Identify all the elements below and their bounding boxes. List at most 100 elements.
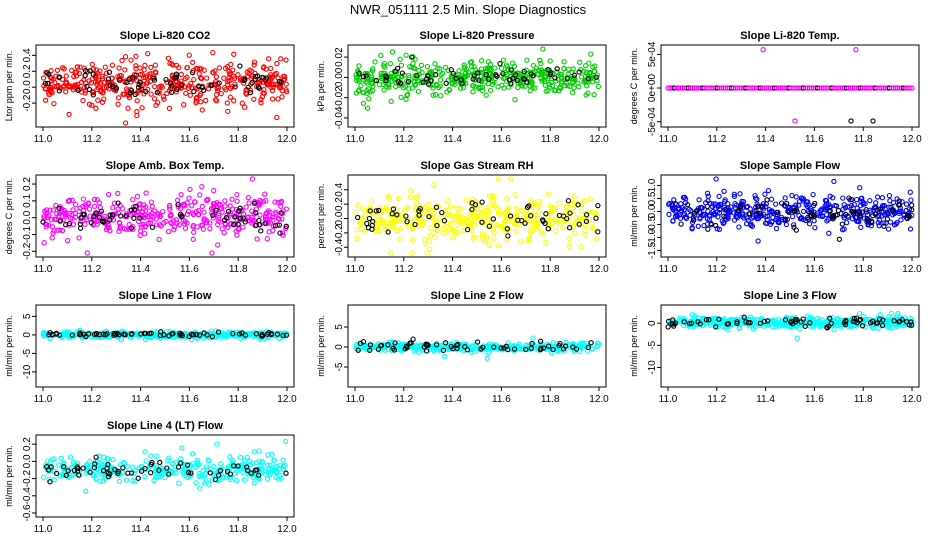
data-point — [455, 213, 462, 220]
data-point — [199, 473, 206, 479]
data-point — [844, 219, 850, 226]
data-point — [858, 198, 864, 204]
data-point — [857, 209, 863, 216]
data-point — [373, 208, 379, 214]
data-point — [262, 471, 269, 477]
data-point — [483, 65, 489, 72]
data-point — [157, 332, 164, 339]
data-point — [105, 191, 112, 198]
data-point — [219, 226, 225, 232]
data-point — [882, 322, 889, 328]
data-point — [271, 81, 277, 87]
data-point — [92, 75, 99, 81]
data-point — [545, 343, 552, 349]
data-point — [593, 74, 599, 80]
x-tick-label: 11.0 — [34, 264, 53, 275]
data-point — [219, 474, 226, 480]
data-point — [876, 208, 882, 215]
data-point — [796, 202, 802, 208]
data-point — [400, 210, 406, 217]
data-point — [907, 189, 913, 195]
data-point — [513, 205, 520, 212]
panel-3: Slope Li-820 Temp. 11.0 11.2 11.4 11.6 11.8 12… — [629, 30, 922, 145]
data-point — [424, 341, 431, 348]
data-point — [398, 73, 405, 80]
data-point — [389, 211, 395, 217]
data-point — [184, 74, 190, 80]
data-point — [87, 68, 93, 74]
data-point — [382, 64, 388, 70]
data-point — [468, 209, 474, 215]
panel-title: Slope Line 2 Flow — [431, 290, 524, 302]
data-point — [520, 76, 527, 82]
data-point — [194, 331, 200, 338]
data-point — [138, 224, 144, 230]
data-point — [486, 193, 493, 199]
y-axis-label: ml/min per min. — [4, 315, 14, 377]
data-point — [538, 345, 544, 351]
data-point — [385, 194, 391, 200]
x-tick-label: 11.4 — [131, 134, 150, 145]
data-point — [790, 222, 797, 228]
data-point — [547, 58, 553, 64]
data-point — [251, 96, 257, 102]
data-point — [358, 226, 365, 232]
data-point — [121, 226, 128, 232]
data-point — [681, 319, 687, 325]
data-point — [449, 73, 455, 79]
data-point — [174, 220, 180, 226]
data-point — [203, 464, 210, 470]
data-point — [236, 208, 242, 214]
data-point — [148, 330, 154, 336]
data-point — [70, 84, 76, 90]
data-point — [279, 216, 285, 222]
panel-title: Slope Li-820 CO2 — [120, 30, 210, 42]
data-point — [408, 188, 414, 194]
data-point — [129, 331, 135, 337]
data-point — [104, 331, 110, 337]
panel-2: Slope Li-820 Pressure 11.0 11.2 11.4 11.6 11.… — [316, 30, 609, 145]
data-point — [370, 211, 377, 217]
y-tick-label: -10 — [22, 364, 33, 379]
data-point — [175, 201, 181, 208]
data-point — [579, 215, 586, 222]
data-points — [40, 327, 290, 343]
data-point — [125, 470, 131, 476]
data-point — [529, 221, 535, 227]
data-point — [670, 218, 676, 224]
data-point — [244, 454, 250, 460]
data-point — [388, 71, 394, 77]
data-point — [148, 91, 154, 97]
data-point — [434, 227, 441, 234]
data-point — [227, 471, 234, 477]
y-tick-label: 5 — [334, 324, 345, 330]
data-point — [264, 476, 271, 482]
data-point — [569, 89, 576, 96]
data-point — [128, 207, 135, 213]
y-tick-label: 0.4 — [22, 48, 33, 62]
data-point — [247, 458, 253, 465]
x-tick-label: 11.2 — [394, 394, 413, 405]
data-point — [465, 69, 472, 76]
data-point — [594, 77, 600, 84]
data-point — [356, 63, 362, 69]
data-point — [134, 98, 140, 104]
data-point — [538, 229, 544, 235]
y-tick-label: 0.2 — [22, 177, 33, 191]
data-point — [218, 461, 224, 467]
data-point — [491, 79, 497, 85]
data-point — [109, 75, 115, 81]
data-point — [741, 314, 747, 320]
data-point — [688, 207, 694, 214]
data-point — [485, 203, 491, 210]
data-point — [697, 321, 703, 327]
data-point — [851, 201, 857, 208]
data-point — [901, 322, 907, 329]
data-point — [479, 87, 486, 94]
data-point — [372, 59, 378, 65]
data-point — [552, 228, 559, 234]
data-point — [181, 102, 187, 108]
data-point — [793, 227, 799, 233]
data-point — [109, 62, 116, 68]
